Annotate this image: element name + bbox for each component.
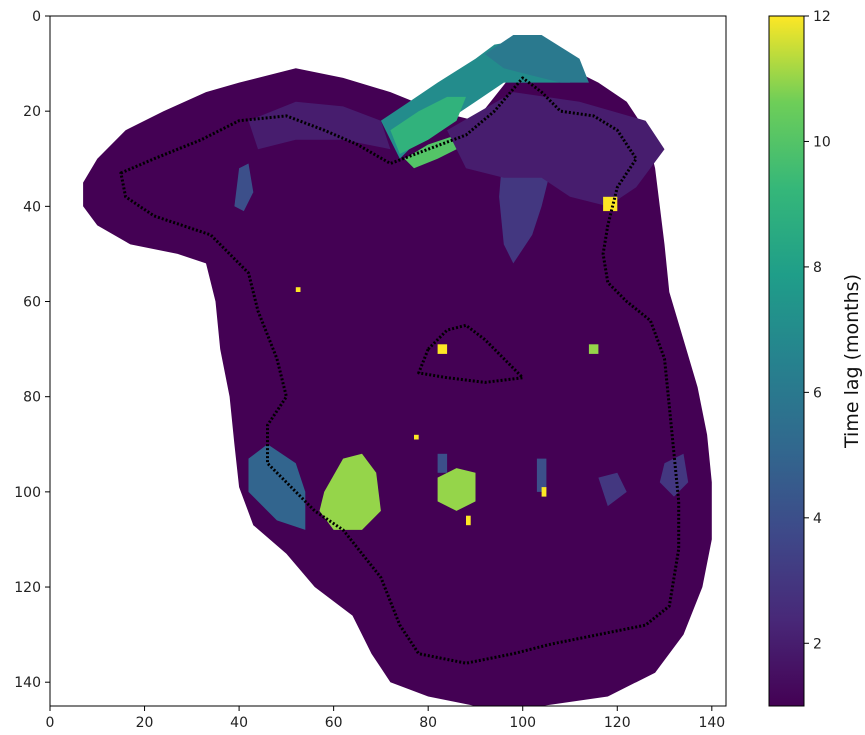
y-axis: 0 20 40 60 80 100 120 140: [14, 9, 50, 691]
colorbar-label: Time lag (months): [841, 274, 863, 449]
colorbar-tick-label-2: 6: [813, 385, 822, 401]
domain-layer: [83, 54, 712, 706]
lag-patch-19: [541, 487, 547, 497]
colorbar-tick-label-5: 12: [813, 9, 831, 25]
lag-patch-7: [234, 163, 254, 212]
lag-patch-18: [466, 515, 471, 526]
lag-patch-17: [437, 344, 448, 354]
x-tick-label-0: 0: [46, 715, 55, 731]
domain-region: [83, 54, 712, 706]
lag-patch-10: [536, 458, 547, 492]
x-tick-label-4: 80: [419, 715, 437, 731]
lag-patch-20: [295, 287, 301, 292]
colorbar-ticks: 2 4 6 8 10 12: [804, 9, 831, 652]
y-tick-label-3: 60: [23, 295, 41, 311]
lag-patch-12: [659, 453, 689, 497]
y-tick-label-5: 100: [14, 485, 41, 501]
lag-patch-13: [319, 453, 381, 530]
plot-frame: [49, 15, 727, 707]
lag-patch-2: [390, 96, 466, 154]
lag-patch-3: [404, 135, 466, 169]
y-tick-label-0: 0: [32, 9, 41, 25]
patches-layer: [234, 35, 689, 530]
colorbar-tick-label-4: 10: [813, 134, 831, 150]
x-tick-label-6: 120: [604, 715, 631, 731]
lag-patch-8: [248, 444, 306, 530]
colorbar-tick-label-1: 4: [813, 511, 822, 527]
lag-patch-9: [437, 453, 448, 473]
colorbar-tick-label-3: 8: [813, 260, 822, 276]
lag-patch-15: [588, 344, 599, 354]
x-tick-label-3: 60: [325, 715, 343, 731]
plot-area: [83, 35, 712, 706]
colorbar-gradient: [768, 15, 805, 707]
y-tick-label-4: 80: [23, 390, 41, 406]
lag-patch-6: [248, 101, 391, 150]
lag-patch-21: [414, 434, 419, 440]
colorbar: 2 4 6 8 10 12 Time lag (months): [768, 9, 863, 707]
lag-patch-5: [447, 92, 665, 207]
y-tick-label-2: 40: [23, 199, 41, 215]
x-tick-label-5: 100: [509, 715, 536, 731]
colorbar-tick-label-0: 2: [813, 636, 822, 652]
y-tick-label-6: 120: [14, 580, 41, 596]
lag-patch-11: [598, 472, 627, 507]
lag-patch-14: [437, 468, 476, 511]
x-tick-label-7: 140: [698, 715, 725, 731]
x-axis: 0 20 40 60 80 100 120 140: [46, 706, 725, 731]
x-tick-label-2: 40: [230, 715, 248, 731]
y-tick-label-7: 140: [14, 675, 41, 691]
outlines-layer: [119, 76, 681, 665]
x-tick-label-1: 20: [136, 715, 154, 731]
inner-boundary: [417, 323, 525, 384]
y-tick-label-1: 20: [23, 104, 41, 120]
lag-patch-1: [484, 35, 589, 83]
